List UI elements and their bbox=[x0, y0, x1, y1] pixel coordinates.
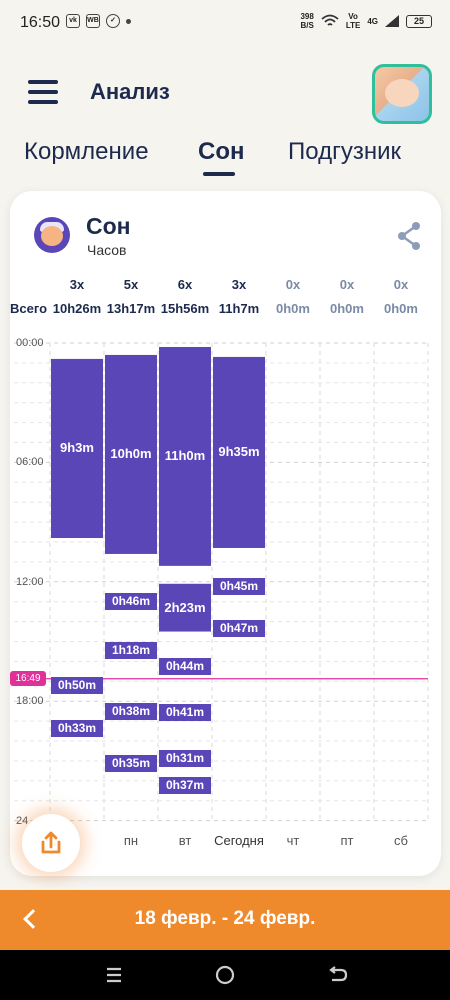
volte-bottom: LTE bbox=[345, 21, 361, 30]
sleep-segment[interactable]: 0h31m bbox=[159, 749, 211, 767]
y-axis-label: 06:00 bbox=[16, 456, 44, 469]
status-time: 16:50 bbox=[20, 14, 61, 31]
column-total: 0h0m bbox=[330, 301, 364, 316]
sleep-bar-label: 11h0m bbox=[164, 448, 206, 464]
column-count: 5x bbox=[123, 277, 139, 292]
column-total: 10h26m bbox=[52, 301, 102, 316]
vk-icon: vk bbox=[66, 14, 80, 28]
sleep-segment[interactable]: 0h38m bbox=[105, 703, 157, 721]
sleep-segment[interactable]: 0h50m bbox=[51, 677, 103, 695]
tab-sleep[interactable]: Сон bbox=[198, 138, 245, 165]
column-count: 0x bbox=[285, 277, 301, 292]
card-subtitle: Часов bbox=[87, 242, 127, 258]
net-speed-unit: B/S bbox=[300, 21, 314, 30]
day-label: чт bbox=[286, 833, 300, 848]
sleeping-baby-icon bbox=[34, 217, 70, 253]
volte-top: Vo bbox=[348, 12, 358, 21]
sleep-segment[interactable]: 0h35m bbox=[105, 754, 157, 772]
wifi-icon bbox=[321, 14, 339, 26]
menu-icon[interactable] bbox=[28, 80, 58, 104]
date-range-bar: 18 февр. - 24 февр. bbox=[0, 890, 450, 950]
sleep-segment[interactable]: 0h45m bbox=[213, 577, 265, 595]
column-total: 0h0m bbox=[276, 301, 310, 316]
day-label: сб bbox=[394, 833, 408, 848]
more-notifications-icon bbox=[126, 18, 131, 24]
y-axis-label: 24 bbox=[16, 814, 29, 827]
column-total: 11h7m bbox=[218, 301, 260, 316]
y-axis-label: 00:00 bbox=[16, 337, 44, 349]
tab-feeding[interactable]: Кормление bbox=[24, 138, 149, 165]
avatar[interactable] bbox=[372, 64, 432, 124]
tab-bar: Кормление Сон Подгузник bbox=[0, 134, 450, 178]
column-count: 3x bbox=[231, 277, 247, 292]
battery-icon: 25 bbox=[406, 14, 432, 28]
sleep-segment[interactable]: 0h47m bbox=[213, 619, 265, 637]
current-time-marker: 16:49 bbox=[10, 671, 46, 686]
sleep-segment[interactable]: 0h33m bbox=[51, 720, 103, 738]
y-axis-label: 12:00 bbox=[16, 575, 44, 588]
notification-icons: vk WB ✓ bbox=[66, 14, 131, 28]
day-label: вт bbox=[178, 833, 192, 848]
sleep-segment[interactable]: 0h46m bbox=[105, 592, 157, 610]
card-title: Сон bbox=[86, 213, 131, 239]
tab-diaper[interactable]: Подгузник bbox=[288, 138, 401, 165]
date-range[interactable]: 18 февр. - 24 февр. bbox=[134, 908, 316, 929]
sleep-segment[interactable]: 1h18m bbox=[105, 642, 157, 660]
day-label: Сегодня bbox=[214, 833, 264, 848]
column-count: 0x bbox=[393, 277, 409, 292]
column-total: 15h56m bbox=[160, 301, 210, 316]
sleep-bar-label: 9h35m bbox=[218, 444, 260, 460]
sleep-segment[interactable]: 0h41m bbox=[159, 704, 211, 722]
share-icon[interactable] bbox=[396, 221, 422, 251]
export-button[interactable] bbox=[22, 814, 80, 872]
column-count: 0x bbox=[339, 277, 355, 292]
tab-active-indicator bbox=[203, 172, 235, 176]
upload-icon bbox=[41, 831, 61, 854]
status-right: 398 B/S Vo LTE 4G 25 bbox=[300, 12, 432, 30]
sleep-bar-label: 9h3m bbox=[60, 440, 94, 456]
signal-icon bbox=[385, 15, 399, 27]
page-title: Анализ bbox=[90, 79, 170, 104]
volte-indicator: Vo LTE bbox=[346, 12, 361, 30]
sleep-card: Сон Часов bbox=[10, 191, 441, 876]
column-total: 13h17m bbox=[106, 301, 156, 316]
column-count: 3x bbox=[69, 277, 85, 292]
sleep-bar-label: 10h0m bbox=[110, 446, 152, 462]
net-speed: 398 B/S bbox=[300, 12, 313, 30]
column-total: 0h0m bbox=[384, 301, 418, 316]
status-bar: 16:50 vk WB ✓ 398 B/S Vo LTE 4G 25 bbox=[0, 0, 450, 44]
system-nav-bar bbox=[0, 950, 450, 1000]
sleep-segment[interactable]: 0h37m bbox=[159, 776, 211, 794]
recent-apps-icon[interactable] bbox=[102, 964, 126, 986]
net-speed-value: 398 bbox=[300, 12, 314, 21]
check-icon: ✓ bbox=[106, 14, 120, 28]
sleep-bar-label: 2h23m bbox=[164, 599, 206, 615]
wb-icon: WB bbox=[86, 14, 100, 28]
day-label: пт bbox=[340, 833, 354, 848]
sleep-segment[interactable]: 0h44m bbox=[159, 658, 211, 676]
column-count: 6x bbox=[177, 277, 193, 292]
y-axis-label: 18:00 bbox=[16, 695, 44, 708]
app-bar: Анализ bbox=[0, 60, 450, 124]
signal-type: 4G bbox=[367, 16, 378, 26]
home-icon[interactable] bbox=[213, 964, 237, 986]
total-label: Всего bbox=[10, 301, 48, 316]
back-icon[interactable] bbox=[326, 964, 350, 986]
day-label: пн bbox=[123, 833, 139, 848]
